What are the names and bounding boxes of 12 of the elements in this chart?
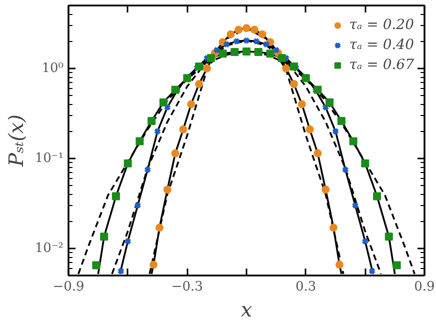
legend-label: τₐ = 0.20	[349, 17, 414, 33]
y-tick-label: 10⁻²	[34, 240, 64, 256]
legend-label: τₐ = 0.40	[349, 37, 414, 53]
x-tick-label: 0.3	[295, 280, 316, 294]
legend-label: τₐ = 0.67	[349, 57, 414, 73]
x-tick-label: 0.9	[414, 280, 435, 294]
y-tick-label: 10⁰	[42, 60, 64, 76]
y-axis-title: Pₛₜ(x)	[4, 114, 28, 168]
x-axis-title: x	[240, 298, 252, 322]
x-tick-label: −0.9	[52, 280, 84, 294]
x-tick-label: −0.3	[171, 280, 203, 294]
y-tick-label: 10⁻¹	[34, 150, 64, 166]
